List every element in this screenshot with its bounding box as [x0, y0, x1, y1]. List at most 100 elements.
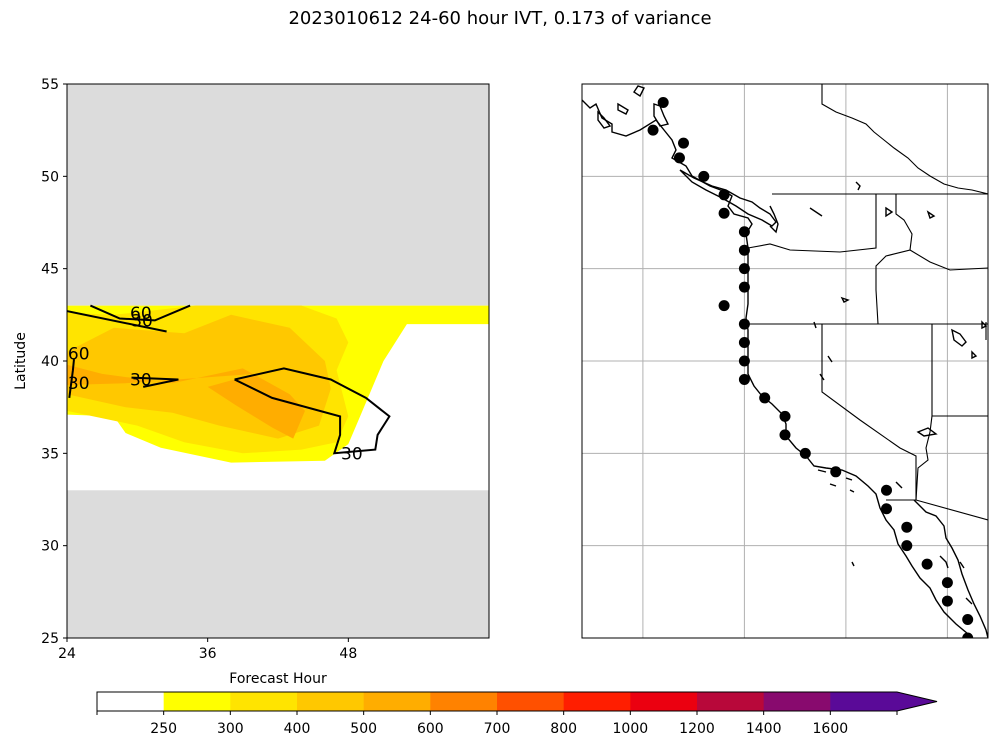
puget-sound — [769, 205, 779, 234]
colorbar-tick-label: 300 — [217, 721, 244, 737]
lake — [926, 210, 936, 219]
lake — [809, 207, 823, 217]
state-border — [915, 415, 933, 501]
lake — [895, 481, 903, 489]
colorbar: 250 300 400 500 600 700 800 1000 1200 1400 1600 — [96, 691, 938, 737]
x-axis-label: Forecast Hour — [229, 671, 327, 687]
map-point — [881, 503, 892, 515]
colorbar-tick-label: 250 — [150, 721, 177, 737]
colorbar-cell — [163, 692, 231, 711]
y-tick-label: 50 — [41, 169, 59, 185]
colorbar-outline — [96, 691, 938, 712]
map-point — [673, 152, 685, 164]
colorbar-tick-label: 1000 — [613, 721, 649, 737]
colorbar-tick-label: 1200 — [679, 721, 715, 737]
colorbar-cell — [763, 692, 831, 711]
us-mexico-border — [886, 499, 988, 521]
lake — [885, 206, 894, 218]
y-tick-label: 25 — [41, 631, 59, 647]
map-point — [738, 244, 750, 256]
map-point — [718, 207, 730, 219]
vancouver-island — [679, 169, 777, 227]
figure-title: 2023010612 24-60 hour IVT, 0.173 of vari… — [288, 8, 712, 29]
masked-region — [67, 490, 489, 638]
lake — [951, 328, 967, 347]
map-point — [779, 410, 791, 422]
baja-coast — [913, 499, 988, 638]
lake — [855, 181, 861, 191]
map-point — [962, 614, 974, 626]
map-point — [799, 447, 811, 459]
colorbar-cell — [630, 692, 698, 711]
lake — [827, 355, 833, 363]
state-border — [909, 249, 988, 271]
filled-contour-region — [67, 364, 305, 439]
map-point — [738, 373, 750, 385]
masked-region — [67, 84, 489, 306]
map-point — [718, 189, 730, 201]
map-point — [738, 337, 750, 349]
y-axis-ticks: 25 30 35 40 45 50 55 — [41, 77, 67, 647]
map-point — [738, 226, 750, 238]
y-tick-label: 55 — [41, 77, 59, 93]
contour-label: 60 — [130, 304, 152, 324]
map-point — [759, 392, 771, 404]
map-point — [738, 355, 750, 367]
lake — [813, 321, 817, 329]
map-point — [738, 263, 750, 275]
filled-contours — [67, 305, 489, 463]
x-axis-ticks: 24 36 48 — [58, 638, 357, 662]
map-point — [830, 466, 842, 478]
colorbar-cell — [563, 692, 631, 711]
y-tick-label: 45 — [41, 262, 59, 278]
contour-line — [89, 304, 191, 322]
colorbar-tick-label: 400 — [284, 721, 311, 737]
coastal-points — [647, 96, 974, 638]
colorbar-extend-arrow — [897, 692, 937, 711]
colorbar-tick-label: 500 — [350, 721, 377, 737]
contour-label: 60 — [68, 345, 90, 365]
y-tick-label: 35 — [41, 446, 59, 462]
political-borders — [747, 84, 988, 521]
map-point — [738, 318, 750, 330]
state-border — [821, 324, 917, 500]
island-outline — [597, 85, 670, 129]
y-tick-label: 30 — [41, 539, 59, 555]
map-point — [678, 137, 689, 149]
colorbar-cells — [96, 691, 938, 712]
lake — [840, 296, 850, 303]
contour-lines — [67, 304, 391, 455]
colorbar-cell — [497, 692, 565, 711]
colorbar-ticks: 250 300 400 500 600 700 800 1000 1200 1400 1600 — [96, 711, 898, 737]
colorbar-tick-label: 800 — [550, 721, 577, 737]
colorbar-tick-label: 700 — [484, 721, 511, 737]
map-panel — [581, 83, 989, 639]
colorbar-tick-label: 600 — [417, 721, 444, 737]
map-frame — [581, 83, 989, 639]
map-point — [657, 96, 669, 108]
map-point — [921, 558, 933, 570]
contour-line — [68, 359, 75, 399]
map-point — [941, 577, 953, 589]
coastline — [582, 99, 972, 638]
colorbar-tick-label: 1400 — [746, 721, 782, 737]
colorbar-tick-label: 1600 — [813, 721, 849, 737]
x-tick-label: 48 — [339, 646, 357, 662]
y-axis-label: Latitude — [13, 332, 29, 390]
map-point — [962, 632, 974, 638]
map-point — [941, 595, 953, 607]
channel-islands — [817, 469, 855, 493]
contour-line — [131, 376, 179, 388]
colorbar-cell — [697, 692, 765, 711]
contour-line — [67, 310, 167, 333]
y-tick-label: 40 — [41, 354, 59, 370]
colorbar-cell — [230, 692, 298, 711]
contour-label: 30 — [68, 374, 90, 394]
contour-line — [234, 367, 391, 455]
lake — [916, 427, 938, 437]
map-point — [779, 429, 791, 441]
